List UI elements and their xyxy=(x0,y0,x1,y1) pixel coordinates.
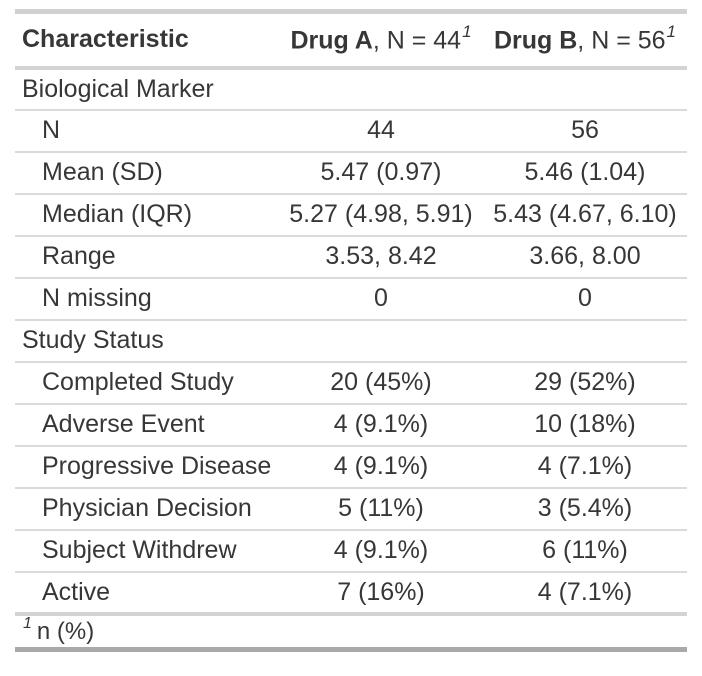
drug-b-value: 4 (7.1%) xyxy=(483,571,687,616)
data-row: Median (IQR) 5.27 (4.98, 5.91) 5.43 (4.67,… xyxy=(15,193,687,237)
drug-a-value: 4 (9.1%) xyxy=(279,445,483,489)
group-label: Study Status xyxy=(15,319,279,363)
drug-a-value: 44 xyxy=(279,109,483,153)
drug-a-n: , N = 44 xyxy=(372,26,462,55)
drug-b-value xyxy=(483,319,687,363)
data-row: Physician Decision 5 (11%) 3 (5.4%) xyxy=(15,487,687,531)
row-label: N missing xyxy=(15,277,279,321)
drug-a-value: 3.53, 8.42 xyxy=(279,235,483,279)
drug-a-value xyxy=(279,319,483,363)
drug-b-value: 5.46 (1.04) xyxy=(483,151,687,195)
drug-b-value xyxy=(483,67,687,111)
data-row: N missing 0 0 xyxy=(15,277,687,321)
data-row: N 44 56 xyxy=(15,109,687,153)
row-label: Mean (SD) xyxy=(15,151,279,195)
drug-b-value: 10 (18%) xyxy=(483,403,687,447)
summary-table: Characteristic Drug A, N = 441 Drug B, N… xyxy=(15,9,687,652)
drug-b-value: 29 (52%) xyxy=(483,361,687,405)
drug-b-value: 3.66, 8.00 xyxy=(483,235,687,279)
footnote-marker: 1 xyxy=(23,614,32,632)
drug-a-name: Drug A xyxy=(290,26,373,55)
drug-b-name: Drug B xyxy=(493,26,578,55)
drug-b-value: 5.43 (4.67, 6.10) xyxy=(483,193,687,237)
header-row: Characteristic Drug A, N = 441 Drug B, N… xyxy=(15,11,687,70)
section-row: Study Status xyxy=(15,319,687,363)
summary-table-container: Characteristic Drug A, N = 441 Drug B, N… xyxy=(15,9,687,652)
row-label: Median (IQR) xyxy=(15,193,279,237)
data-row: Subject Withdrew 4 (9.1%) 6 (11%) xyxy=(15,529,687,573)
drug-b-column-header: Drug B, N = 561 xyxy=(483,11,687,70)
row-label: Subject Withdrew xyxy=(15,529,279,573)
drug-a-value: 4 (9.1%) xyxy=(279,403,483,447)
row-label: Progressive Disease xyxy=(15,445,279,489)
row-label: N xyxy=(15,109,279,153)
drug-a-value: 0 xyxy=(279,277,483,321)
drug-b-value: 56 xyxy=(483,109,687,153)
drug-b-value: 3 (5.4%) xyxy=(483,487,687,531)
row-label: Adverse Event xyxy=(15,403,279,447)
drug-b-value: 0 xyxy=(483,277,687,321)
data-row: Adverse Event 4 (9.1%) 10 (18%) xyxy=(15,403,687,447)
table-body: Biological Marker N 44 56 Mean (SD) 5.47 (0.9… xyxy=(15,67,687,616)
row-label: Completed Study xyxy=(15,361,279,405)
row-label: Range xyxy=(15,235,279,279)
footnote-marker: 1 xyxy=(462,22,472,42)
row-label: Active xyxy=(15,571,279,616)
characteristic-column-header: Characteristic xyxy=(15,11,279,70)
data-row: Progressive Disease 4 (9.1%) 4 (7.1%) xyxy=(15,445,687,489)
drug-a-value: 5.27 (4.98, 5.91) xyxy=(279,193,483,237)
data-row: Completed Study 20 (45%) 29 (52%) xyxy=(15,361,687,405)
drug-a-value: 20 (45%) xyxy=(279,361,483,405)
drug-a-value: 4 (9.1%) xyxy=(279,529,483,573)
section-row: Biological Marker xyxy=(15,67,687,111)
drug-a-column-header: Drug A, N = 441 xyxy=(279,11,483,70)
drug-b-value: 6 (11%) xyxy=(483,529,687,573)
drug-a-value xyxy=(279,67,483,111)
data-row: Mean (SD) 5.47 (0.97) 5.46 (1.04) xyxy=(15,151,687,195)
drug-b-n: , N = 56 xyxy=(577,26,666,55)
group-label: Biological Marker xyxy=(15,67,279,111)
table-header: Characteristic Drug A, N = 441 Drug B, N… xyxy=(15,11,687,70)
footnote-text: n (%) xyxy=(36,617,95,645)
row-label: Physician Decision xyxy=(15,487,279,531)
footnote-marker: 1 xyxy=(666,22,677,42)
drug-a-value: 7 (16%) xyxy=(279,571,483,616)
data-row: Range 3.53, 8.42 3.66, 8.00 xyxy=(15,235,687,279)
drug-a-value: 5 (11%) xyxy=(279,487,483,531)
drug-a-value: 5.47 (0.97) xyxy=(279,151,483,195)
data-row: Active 7 (16%) 4 (7.1%) xyxy=(15,571,687,616)
drug-b-value: 4 (7.1%) xyxy=(483,445,687,489)
